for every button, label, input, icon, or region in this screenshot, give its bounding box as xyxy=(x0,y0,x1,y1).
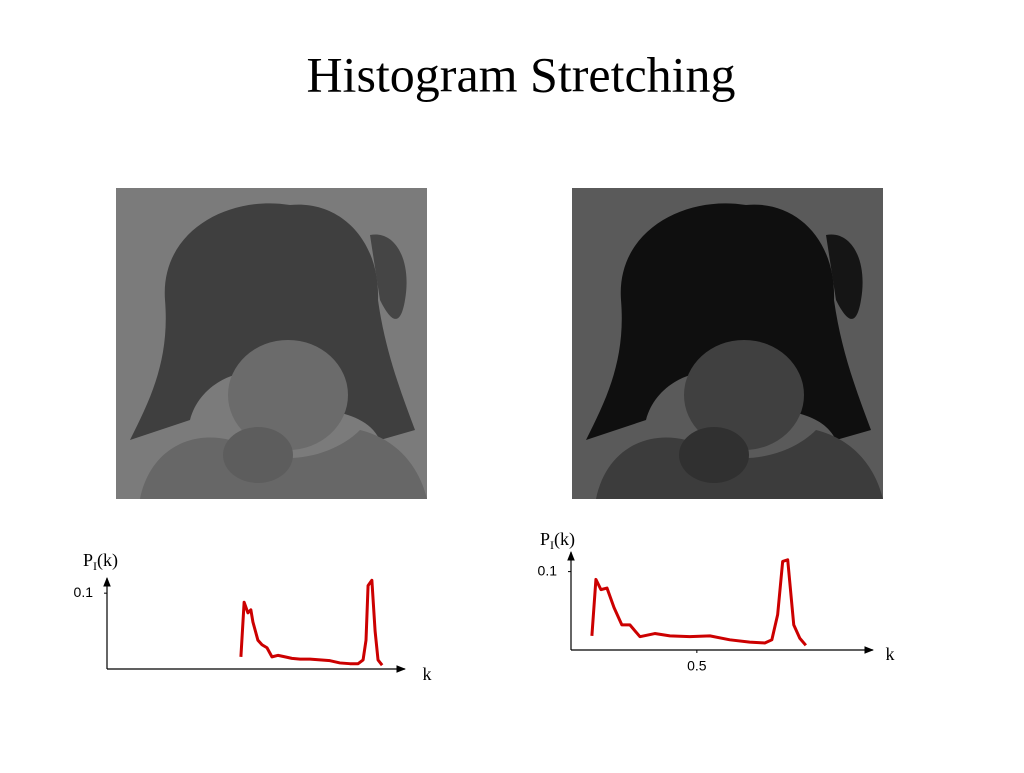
histogram-line xyxy=(590,558,807,647)
y-axis-label-rest: (k) xyxy=(97,550,118,571)
stretched-photo xyxy=(572,188,883,499)
original-photo xyxy=(116,188,427,499)
y-tick-label: 0.1 xyxy=(538,562,558,578)
y-axis-label-main: P xyxy=(83,550,93,570)
y-axis-label-sub: I xyxy=(93,559,97,573)
x-axis-label: k xyxy=(886,644,895,664)
x-tick-label: 0.5 xyxy=(687,658,707,674)
y-axis-label-rest: (k) xyxy=(554,529,575,550)
y-axis-label: PI(k) xyxy=(540,529,575,552)
y-axis-label-main: P xyxy=(540,529,550,549)
y-axis-label-sub: I xyxy=(550,538,554,552)
y-axis-label: PI(k) xyxy=(83,550,118,573)
x-axis-label: k xyxy=(423,664,432,684)
slide-title: Histogram Stretching xyxy=(306,46,735,102)
histogram-line xyxy=(239,578,384,667)
y-tick-label: 0.1 xyxy=(74,584,94,600)
